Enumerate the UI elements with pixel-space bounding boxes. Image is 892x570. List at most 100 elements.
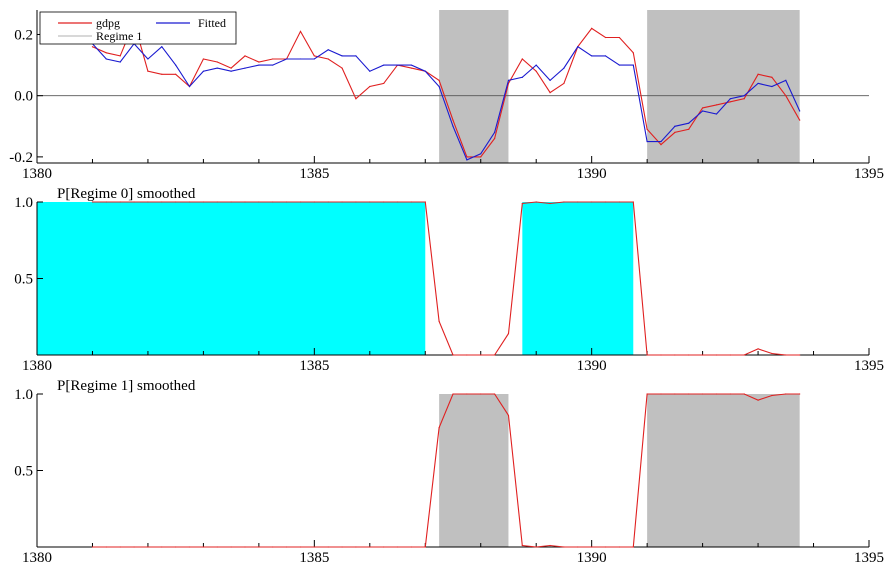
regime-shade-1 (522, 202, 634, 355)
data-point (258, 61, 260, 63)
series-line-gdpg (92, 20, 801, 158)
data-point (604, 201, 607, 203)
data-point (299, 201, 302, 203)
data-point (216, 67, 218, 69)
data-point (272, 201, 274, 203)
data-point (674, 125, 676, 127)
data-point (410, 201, 412, 203)
data-point (591, 27, 593, 29)
data-point (646, 128, 648, 130)
data-point (272, 546, 274, 548)
data-point (355, 201, 357, 203)
data-point (632, 546, 634, 548)
data-point (591, 201, 593, 203)
data-point (299, 58, 302, 60)
data-point (313, 201, 315, 203)
data-point (577, 546, 579, 548)
data-point (799, 119, 801, 121)
data-point (480, 153, 482, 155)
data-point (702, 107, 704, 109)
data-point (383, 64, 385, 66)
data-point (244, 67, 246, 69)
data-point (799, 110, 801, 112)
data-point (119, 61, 121, 63)
data-point (424, 201, 426, 203)
data-point (216, 61, 218, 63)
data-point (147, 70, 149, 72)
data-point (175, 64, 177, 66)
y-tick-label: 0.5 (14, 464, 33, 480)
data-point (286, 201, 288, 203)
data-point (396, 64, 399, 66)
data-point (438, 427, 440, 429)
y-tick-label: 0.5 (14, 272, 33, 288)
data-point (161, 46, 163, 48)
data-point (743, 98, 745, 100)
data-point (313, 546, 315, 548)
x-tick-label: 1390 (577, 550, 607, 566)
data-point (383, 201, 385, 203)
data-point (161, 546, 163, 548)
panel-title: P[Regime 0] smoothed (57, 186, 196, 202)
data-point (632, 201, 634, 203)
y-tick-label: 0.0 (14, 89, 33, 105)
data-point (618, 546, 621, 548)
data-point (452, 125, 454, 127)
data-point (618, 64, 621, 66)
data-point (674, 354, 676, 356)
data-point (396, 201, 399, 203)
series-line-probability (92, 201, 800, 356)
data-point (702, 354, 704, 356)
data-point (604, 546, 607, 548)
data-point (521, 76, 523, 78)
data-point (258, 64, 260, 66)
data-point (702, 110, 704, 112)
data-point (507, 414, 510, 417)
data-point (424, 546, 426, 548)
data-point (646, 354, 648, 356)
data-point (785, 95, 787, 97)
data-point (355, 55, 357, 57)
data-point (632, 64, 634, 66)
data-point (216, 201, 218, 203)
data-point (147, 201, 149, 203)
x-tick-label: 1395 (854, 358, 884, 374)
data-point (216, 546, 218, 548)
data-point (91, 201, 94, 203)
data-point (410, 64, 412, 66)
data-point (521, 58, 523, 60)
data-point (244, 201, 246, 203)
data-point (105, 546, 107, 548)
y-tick-label: 1.0 (14, 387, 33, 403)
data-point (327, 546, 329, 548)
data-point (715, 104, 718, 106)
chart-legend: gdpg Fitted Regime 1 (39, 11, 237, 45)
data-point (383, 546, 385, 548)
data-point (563, 546, 565, 548)
panel-title: P[Regime 1] smoothed (57, 378, 196, 394)
x-tick-label: 1390 (577, 358, 607, 374)
data-point (244, 546, 246, 548)
y-tick-label: -0.2 (9, 150, 33, 166)
data-point (743, 354, 745, 356)
data-point (327, 201, 329, 203)
x-tick-label: 1380 (22, 550, 52, 566)
data-point (133, 546, 135, 548)
data-point (230, 67, 232, 69)
data-point (729, 354, 731, 356)
data-point (715, 393, 718, 395)
data-point (521, 544, 523, 547)
data-point (660, 354, 662, 356)
data-point (618, 201, 621, 203)
data-point (258, 546, 260, 548)
data-point (591, 546, 593, 548)
data-point (313, 55, 315, 57)
data-point (272, 58, 274, 60)
data-point (105, 58, 107, 60)
data-point (161, 73, 163, 75)
data-point (438, 79, 440, 81)
data-point (660, 144, 662, 146)
data-point (771, 394, 773, 397)
chart-panel-0: 1380 1385 1390 1395 0.2 0.0 -0.2 gdpg Fitted Regi… (9, 10, 884, 182)
data-point (119, 55, 121, 57)
